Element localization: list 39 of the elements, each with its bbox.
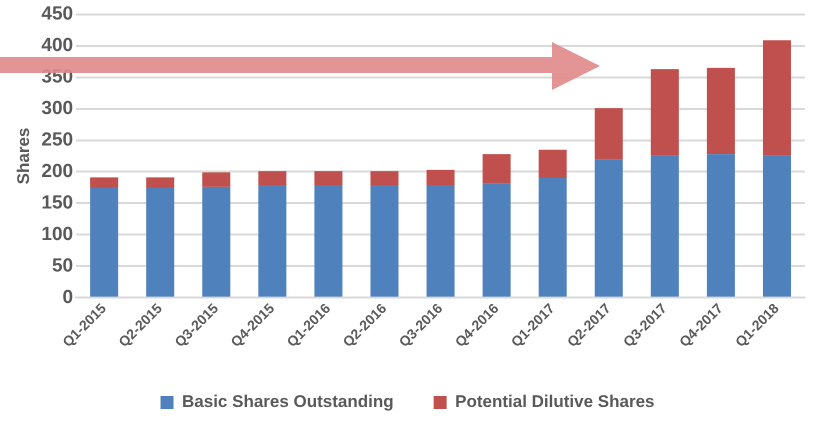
bar <box>482 184 511 297</box>
bar <box>650 69 679 156</box>
y-tick-label: 450 <box>41 4 74 25</box>
bar <box>258 171 286 185</box>
y-tick-label: 200 <box>41 160 74 182</box>
bar <box>762 155 791 297</box>
bar <box>370 184 398 297</box>
y-tick-label: 100 <box>41 224 74 245</box>
y-tick-label: 0 <box>62 286 74 308</box>
legend-label: Potential Dilutive Shares <box>455 392 654 412</box>
bar <box>202 172 230 187</box>
bar <box>202 186 230 297</box>
bar <box>482 154 511 184</box>
legend-label: Basic Shares Outstanding <box>182 392 394 412</box>
bar <box>314 184 342 297</box>
y-axis-title: Shares <box>14 128 33 184</box>
bar <box>90 177 118 188</box>
bar <box>90 187 118 297</box>
bar <box>762 40 791 156</box>
y-tick-label: 150 <box>41 192 74 214</box>
y-tick-label: 350 <box>41 66 74 88</box>
bar <box>594 159 623 297</box>
bar <box>370 171 398 185</box>
bar <box>426 184 455 297</box>
bar <box>594 108 623 160</box>
bar <box>538 150 567 178</box>
bar <box>146 187 174 297</box>
y-tick-label: 400 <box>41 35 74 56</box>
bar <box>650 155 679 297</box>
bar <box>538 178 567 297</box>
bar <box>706 154 735 297</box>
y-tick-label: 250 <box>41 130 74 150</box>
bar <box>706 68 735 154</box>
y-tick-label: 300 <box>41 98 74 120</box>
bar <box>314 171 342 185</box>
bar <box>258 184 286 297</box>
bar <box>146 177 174 188</box>
bar <box>426 170 455 185</box>
y-tick-label: 50 <box>52 255 74 276</box>
